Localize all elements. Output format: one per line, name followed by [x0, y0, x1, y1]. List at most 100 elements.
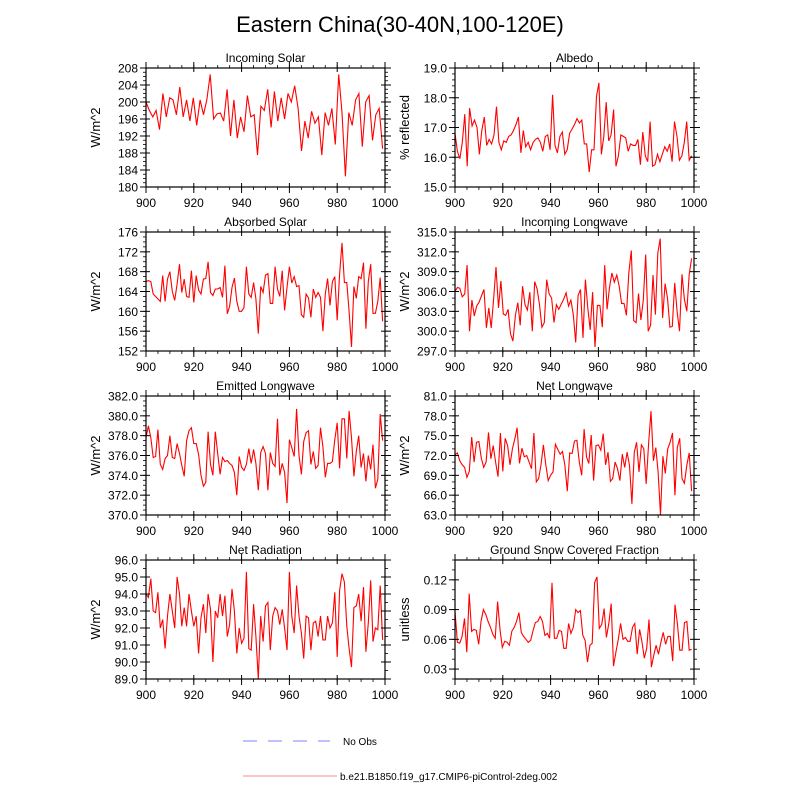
- y-tick-label: 312.0: [417, 245, 447, 259]
- x-tick-label: 1000: [681, 360, 708, 374]
- x-tick-label: 940: [232, 196, 252, 210]
- y-tick-label: 63.0: [424, 509, 448, 523]
- x-tick-label: 1000: [372, 688, 399, 702]
- panel-net-longwave: Net Longwave W/m^2 63.0 66.0 69.0 72.0 75.0 78.…: [397, 379, 708, 538]
- y-tick-label: 180: [118, 181, 138, 195]
- panel-title: Incoming Solar: [225, 51, 305, 65]
- y-tick-label: 164: [118, 285, 138, 299]
- y-tick-label: 200: [118, 96, 138, 110]
- x-tick-label: 900: [445, 524, 465, 538]
- x-tick-label: 960: [588, 524, 608, 538]
- x-tick-label: 920: [184, 196, 204, 210]
- y-tick-label: 374.0: [108, 469, 138, 483]
- series-line: [454, 82, 693, 173]
- plot-frame: [145, 67, 386, 188]
- y-tick-label: 19.0: [424, 62, 448, 76]
- x-tick-label: 960: [279, 688, 299, 702]
- y-axis-label: W/m^2: [88, 435, 103, 475]
- panel-title: Ground Snow Covered Fraction: [490, 543, 659, 557]
- x-tick-label: 920: [184, 688, 204, 702]
- x-tick-label: 920: [184, 360, 204, 374]
- y-tick-label: 69.0: [424, 469, 448, 483]
- x-tick-label: 900: [136, 524, 156, 538]
- y-axis-label: unitless: [397, 597, 412, 642]
- panel-albedo: Albedo % reflected 15.0 16.0 17.0 18.0 19.0 900…: [397, 51, 708, 210]
- x-tick-label: 1000: [681, 688, 708, 702]
- y-tick-label: 297.0: [417, 345, 447, 359]
- series-line: [145, 74, 384, 177]
- series-line: [145, 571, 384, 680]
- y-tick-label: 303.0: [417, 305, 447, 319]
- x-tick-label: 980: [636, 196, 656, 210]
- y-tick-label: 184: [118, 164, 138, 178]
- y-tick-label: 204: [118, 79, 138, 93]
- y-tick-label: 376.0: [108, 449, 138, 463]
- figure-title: Eastern China(30-40N,100-120E): [236, 12, 564, 37]
- y-axis-label: % reflected: [397, 95, 412, 160]
- series-line: [454, 576, 692, 668]
- legend-label-no-obs: No Obs: [343, 737, 377, 748]
- y-axis-label: W/m^2: [397, 271, 412, 311]
- y-tick-label: 0.09: [424, 603, 448, 617]
- y-axis-label: W/m^2: [88, 271, 103, 311]
- x-tick-label: 940: [541, 524, 561, 538]
- panel-emitted-longwave: Emitted Longwave W/m^2 370.0 372.0 374.0 376.…: [88, 379, 399, 538]
- x-tick-label: 980: [327, 196, 347, 210]
- x-tick-label: 920: [493, 196, 513, 210]
- x-tick-label: 940: [541, 688, 561, 702]
- y-tick-label: 72.0: [424, 449, 448, 463]
- x-tick-label: 920: [493, 688, 513, 702]
- legend: No Obs b.e21.B1850.f19_g17.CMIP6-piContr…: [243, 737, 558, 783]
- y-tick-label: 309.0: [417, 265, 447, 279]
- x-tick-label: 900: [445, 360, 465, 374]
- x-tick-label: 980: [636, 524, 656, 538]
- legend-label-model: b.e21.B1850.f19_g17.CMIP6-piControl-2deg…: [340, 772, 558, 783]
- y-tick-label: 306.0: [417, 285, 447, 299]
- panel-absorbed-solar: Absorbed Solar W/m^2 152 156 160 164 168 172 176…: [88, 215, 399, 374]
- panel-title: Net Longwave: [536, 379, 613, 393]
- x-tick-label: 900: [445, 196, 465, 210]
- y-tick-label: 92.0: [115, 622, 139, 636]
- x-tick-label: 980: [327, 360, 347, 374]
- y-tick-label: 208: [118, 62, 138, 76]
- panels: Incoming Solar W/m^2 180 184 188 192 196 200 204…: [88, 51, 708, 702]
- y-tick-label: 192: [118, 130, 138, 144]
- y-tick-label: 156: [118, 325, 138, 339]
- series-line: [454, 411, 693, 516]
- y-tick-label: 172: [118, 245, 138, 259]
- x-tick-label: 1000: [372, 196, 399, 210]
- x-tick-label: 920: [184, 524, 204, 538]
- y-tick-label: 315.0: [417, 226, 447, 240]
- y-tick-label: 188: [118, 147, 138, 161]
- x-tick-label: 900: [136, 196, 156, 210]
- plot-frame: [454, 67, 695, 188]
- series-line: [145, 242, 384, 348]
- x-tick-label: 960: [279, 360, 299, 374]
- x-tick-label: 1000: [372, 360, 399, 374]
- y-tick-label: 160: [118, 305, 138, 319]
- y-tick-label: 16.0: [424, 151, 448, 165]
- panel-ground-snow-covered-fraction: Ground Snow Covered Fraction unitless 0.03…: [397, 543, 708, 702]
- y-tick-label: 176: [118, 226, 138, 240]
- x-tick-label: 940: [232, 360, 252, 374]
- x-tick-label: 1000: [372, 524, 399, 538]
- y-tick-label: 196: [118, 113, 138, 127]
- y-tick-label: 78.0: [424, 409, 448, 423]
- y-axis-label: W/m^2: [88, 107, 103, 147]
- y-axis-label: W/m^2: [397, 435, 412, 475]
- y-axis-label: W/m^2: [88, 599, 103, 639]
- y-tick-label: 0.03: [424, 663, 448, 677]
- y-tick-label: 380.0: [108, 409, 138, 423]
- x-tick-label: 900: [136, 688, 156, 702]
- y-tick-label: 91.0: [115, 639, 139, 653]
- x-tick-label: 920: [493, 524, 513, 538]
- x-tick-label: 960: [279, 196, 299, 210]
- y-tick-label: 152: [118, 345, 138, 359]
- y-tick-label: 0.06: [424, 633, 448, 647]
- y-tick-label: 0.12: [424, 573, 448, 587]
- y-tick-label: 75.0: [424, 429, 448, 443]
- y-tick-label: 382.0: [108, 390, 138, 404]
- panel-title: Albedo: [556, 51, 594, 65]
- y-tick-label: 18.0: [424, 91, 448, 105]
- x-tick-label: 1000: [681, 524, 708, 538]
